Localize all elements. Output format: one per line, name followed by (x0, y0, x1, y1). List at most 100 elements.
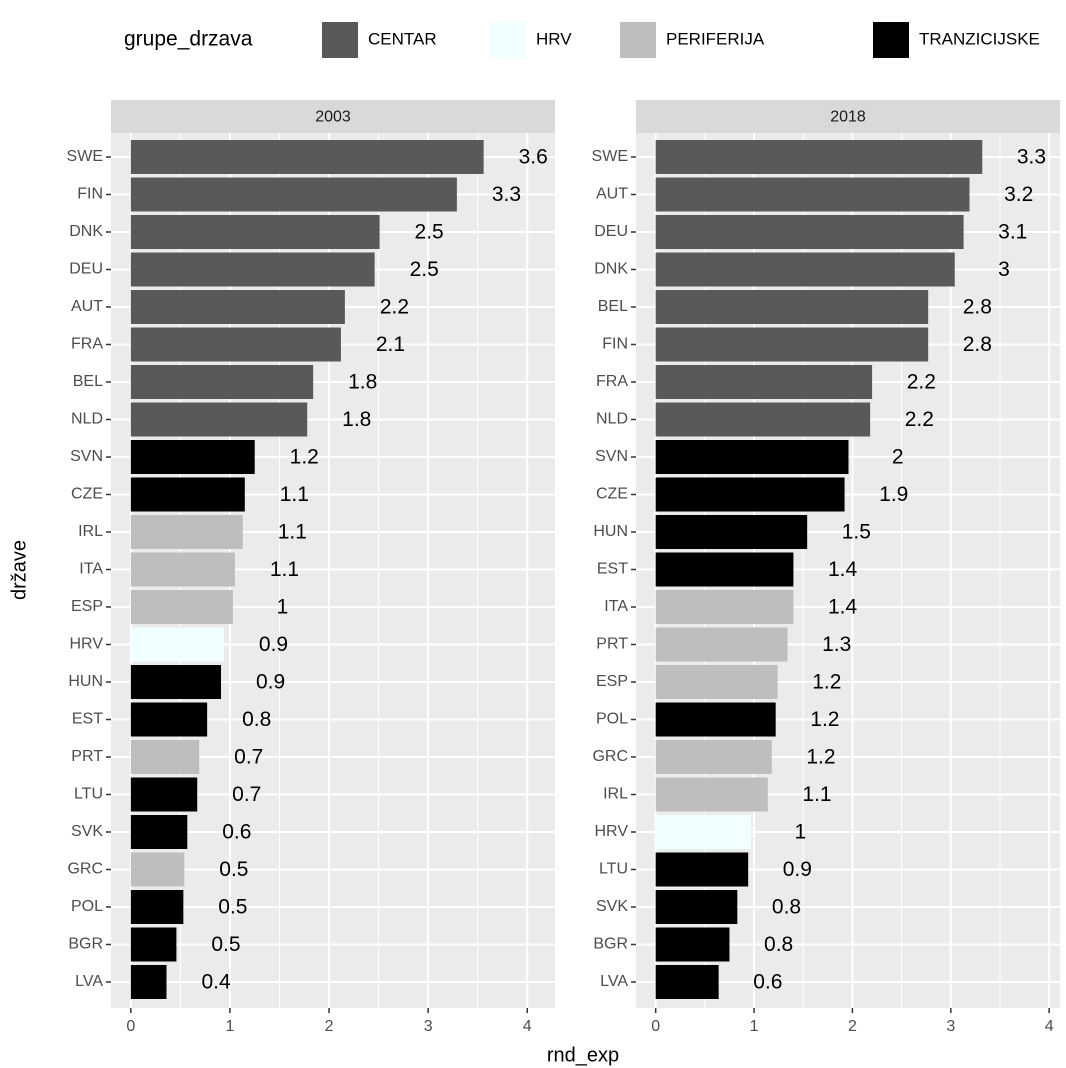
bar (655, 927, 730, 962)
bar (130, 665, 222, 699)
value-label: 2.5 (410, 258, 439, 281)
y-tick-label: SVK (596, 898, 628, 915)
bar (655, 890, 738, 924)
value-label: 2.5 (415, 221, 444, 244)
value-label: 0.9 (259, 633, 288, 656)
x-tick-label: 1 (750, 1018, 759, 1035)
bar (655, 515, 808, 549)
strip-label: 2018 (830, 109, 866, 126)
x-axis-label: rnd_exp (547, 1044, 619, 1066)
value-label: 1.4 (828, 596, 858, 619)
bar (130, 365, 314, 399)
bar (130, 327, 341, 362)
y-tick-label: ESP (596, 673, 628, 690)
legend-key (490, 22, 526, 58)
bar (130, 740, 200, 774)
bar (130, 552, 235, 587)
x-tick-label: 0 (651, 1018, 660, 1035)
y-tick-label: POL (71, 898, 103, 915)
value-label: 0.4 (201, 971, 231, 994)
bar (655, 702, 776, 737)
y-tick-label: AUT (596, 186, 628, 203)
y-tick-label: SVK (71, 823, 103, 840)
bar (655, 965, 719, 999)
y-tick-label: FIN (77, 186, 103, 203)
y-tick-label: HUN (593, 523, 628, 540)
bar (655, 215, 964, 249)
bar (130, 177, 457, 212)
bar (655, 177, 970, 212)
y-tick-label: HRV (70, 636, 104, 653)
legend-label: PERIFERIJA (666, 29, 765, 48)
bar (655, 627, 788, 662)
x-tick-label: 3 (946, 1018, 955, 1035)
y-axis-label: države (8, 540, 30, 600)
bar (130, 815, 188, 849)
y-tick-label: IRL (603, 786, 628, 803)
bar (655, 815, 752, 849)
value-label: 2.2 (905, 408, 934, 431)
value-label: 1.2 (290, 446, 319, 469)
y-tick-label: ITA (79, 561, 103, 578)
y-tick-label: FIN (602, 336, 628, 353)
y-tick-label: HRV (595, 823, 629, 840)
legend-key (322, 22, 358, 58)
y-tick-label: SVN (595, 448, 628, 465)
bar (655, 365, 873, 399)
y-tick-label: GRC (67, 861, 103, 878)
value-label: 0.7 (232, 783, 261, 806)
bar (655, 665, 778, 699)
strip-label: 2003 (315, 109, 351, 126)
y-tick-label: BEL (598, 298, 628, 315)
y-tick-label: BEL (73, 373, 103, 390)
y-tick-label: LTU (599, 861, 628, 878)
bar (130, 627, 224, 662)
strip (636, 100, 1060, 133)
value-label: 1.1 (278, 521, 307, 544)
y-tick-label: CZE (596, 486, 628, 503)
strip (111, 100, 555, 133)
value-label: 1.1 (802, 783, 831, 806)
value-label: 0.7 (234, 746, 263, 769)
bar (130, 290, 345, 324)
y-tick-label: BGR (593, 936, 628, 953)
bar (655, 740, 772, 774)
bar (655, 327, 929, 362)
y-tick-label: EST (72, 711, 103, 728)
value-label: 1 (794, 821, 806, 844)
y-tick-label: PRT (71, 748, 103, 765)
bar (130, 965, 167, 999)
bar (655, 852, 749, 887)
x-tick-label: 1 (225, 1018, 234, 1035)
y-tick-label: LVA (75, 973, 103, 990)
value-label: 2.8 (963, 333, 992, 356)
value-label: 2 (892, 446, 904, 469)
x-tick-label: 4 (523, 1018, 532, 1035)
bar (130, 852, 185, 887)
value-label: 1.4 (828, 558, 858, 581)
value-label: 3.6 (519, 146, 548, 169)
y-tick-label: IRL (78, 523, 103, 540)
bar (130, 402, 308, 437)
value-label: 1.2 (810, 708, 839, 731)
bar (655, 402, 871, 437)
value-label: 3.2 (1004, 183, 1033, 206)
value-label: 1.9 (879, 483, 908, 506)
bar (130, 777, 198, 812)
value-label: 1 (277, 596, 289, 619)
value-label: 0.9 (783, 858, 812, 881)
value-label: 1.1 (270, 558, 299, 581)
y-tick-label: PRT (596, 636, 628, 653)
y-tick-label: NLD (71, 411, 103, 428)
value-label: 0.5 (211, 933, 240, 956)
value-label: 1.1 (280, 483, 309, 506)
legend-key (620, 22, 656, 58)
x-tick-label: 2 (325, 1018, 334, 1035)
legend-title: grupe_drzava (124, 28, 253, 51)
value-label: 1.5 (842, 521, 871, 544)
legend-label: HRV (536, 29, 572, 48)
value-label: 2.2 (907, 371, 936, 394)
y-tick-label: ITA (604, 598, 628, 615)
bar (130, 890, 184, 924)
bar (655, 252, 955, 287)
